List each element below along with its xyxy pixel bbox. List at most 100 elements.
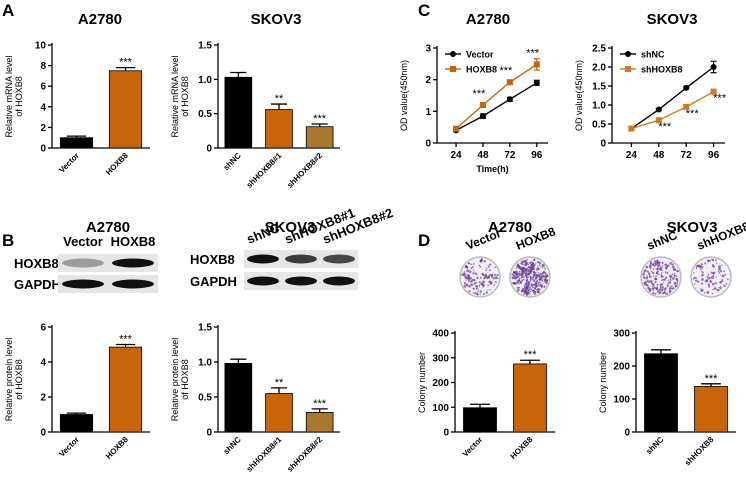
colony	[653, 264, 656, 267]
colony	[706, 291, 710, 294]
blot-row-label: HOXB8	[14, 256, 59, 271]
colony	[721, 280, 724, 283]
colony	[665, 287, 667, 290]
plate-label: shNC	[645, 228, 680, 253]
y-tick-label: 0	[624, 428, 630, 439]
colony	[536, 266, 539, 268]
colony	[529, 288, 531, 290]
colony	[530, 266, 532, 269]
chart-title: SKOV3	[647, 11, 698, 28]
colony	[533, 258, 536, 261]
colony	[521, 260, 524, 264]
colony	[655, 287, 658, 290]
x-tick-label: Vector	[461, 435, 485, 459]
colony	[525, 276, 529, 279]
colony	[655, 260, 659, 263]
colony	[712, 271, 715, 275]
colony	[526, 262, 529, 265]
colony	[672, 268, 675, 271]
colony	[541, 272, 545, 275]
colony	[713, 287, 717, 290]
colony	[521, 266, 524, 269]
colony	[531, 262, 535, 265]
chart: A2780 Relative protein level of HOXB8 0 2 4 6 V…	[4, 219, 158, 461]
colony	[667, 264, 670, 267]
colony	[532, 289, 535, 292]
y-tick-label: 200	[432, 378, 449, 389]
colony	[659, 291, 662, 294]
bar	[305, 411, 334, 433]
colony	[463, 271, 466, 273]
colony	[654, 292, 657, 295]
colony	[546, 279, 549, 281]
colony	[476, 273, 478, 276]
colony	[516, 288, 520, 292]
colony	[483, 277, 486, 280]
colony	[651, 287, 654, 290]
colony	[468, 290, 471, 293]
colony	[465, 274, 468, 277]
colony	[716, 288, 720, 292]
y-tick-label: 4	[40, 358, 46, 369]
colony	[661, 261, 664, 265]
colony	[488, 269, 491, 272]
colony	[521, 279, 524, 282]
legend-marker	[450, 51, 456, 57]
colony	[706, 259, 710, 263]
colony	[480, 258, 483, 261]
chart: A2780 Relative mRNA level of HOXB8 0 2 4 6 8 10 V…	[4, 11, 150, 177]
colony	[534, 292, 537, 295]
colony	[712, 263, 714, 266]
y-axis-label: OD value(450nm)	[574, 60, 584, 131]
colony	[528, 286, 532, 289]
colony	[716, 262, 718, 264]
y-tick-label: 0	[40, 144, 46, 155]
colony	[721, 274, 725, 278]
colony	[701, 278, 704, 281]
colony	[660, 272, 663, 274]
colony	[695, 277, 698, 279]
x-tick-label: 96	[708, 150, 720, 161]
colony	[463, 274, 466, 277]
colony	[537, 282, 540, 285]
significance: ***	[658, 121, 672, 133]
colony	[652, 275, 655, 278]
colony	[521, 270, 524, 274]
colony	[673, 281, 677, 285]
plate-label: Vector	[464, 226, 504, 253]
x-axis-label: Time(h)	[476, 164, 508, 174]
colony	[487, 289, 489, 291]
colony	[669, 278, 672, 281]
marker	[479, 113, 486, 120]
colony	[702, 271, 704, 274]
colony	[532, 270, 535, 274]
colony	[482, 274, 485, 277]
colony	[529, 262, 531, 264]
colony	[719, 281, 721, 283]
series-line	[631, 91, 714, 130]
colony	[719, 285, 722, 288]
marker	[533, 79, 540, 86]
colony	[472, 263, 475, 265]
colony	[517, 283, 520, 285]
colony	[534, 288, 537, 290]
colony	[721, 278, 724, 281]
colony	[479, 290, 482, 293]
colony	[535, 285, 538, 288]
series-line	[631, 66, 715, 130]
colony	[529, 290, 532, 293]
colony	[724, 285, 726, 287]
y-tick-label: 1.0	[198, 358, 212, 369]
blot-band	[323, 276, 355, 286]
colony	[489, 274, 492, 277]
colony	[530, 284, 534, 287]
colony	[490, 275, 494, 278]
y-tick-label: 100	[613, 395, 630, 406]
colony	[656, 272, 659, 275]
colony	[515, 270, 518, 273]
legend-marker	[625, 66, 631, 72]
colony	[651, 282, 655, 286]
colony	[489, 263, 492, 266]
blot-row-label: GAPDH	[14, 277, 61, 292]
colony	[546, 274, 549, 277]
